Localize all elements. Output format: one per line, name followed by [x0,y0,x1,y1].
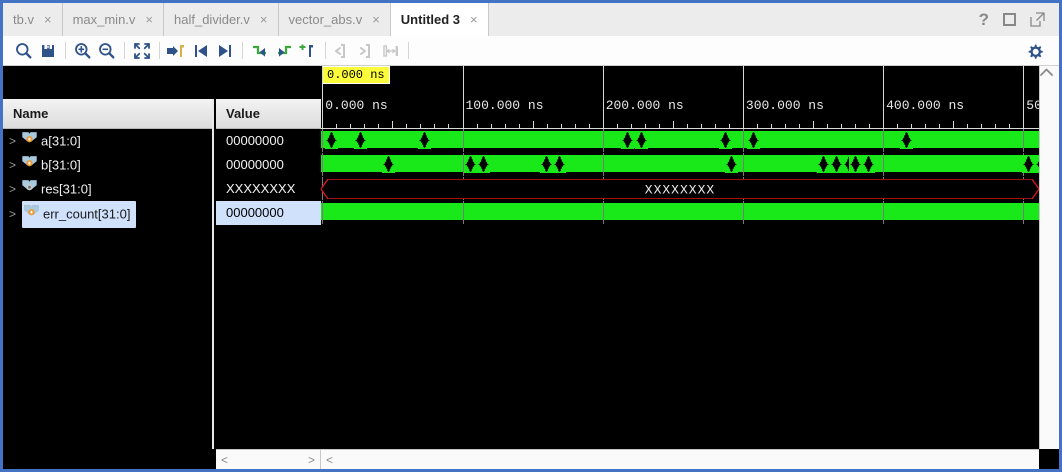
svg-text:XXXXXXXX: XXXXXXXX [645,183,715,198]
